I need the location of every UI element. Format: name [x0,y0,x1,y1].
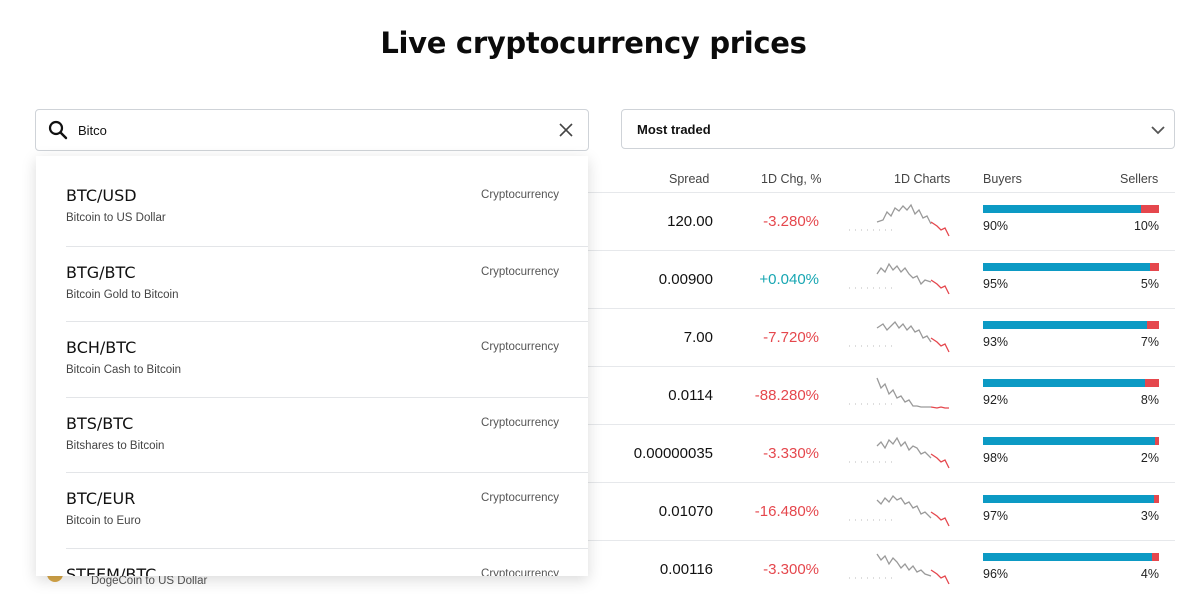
suggestion-type: Cryptocurrency [481,189,559,201]
spread-value: 0.00000035 [633,445,713,462]
search-box[interactable] [35,109,589,151]
search-input[interactable] [78,118,538,142]
table-row[interactable]: 0.00116 -3.300% 96% 4% [36,540,1175,595]
change-value: -7.720% [763,329,819,346]
column-header-charts: 1D Charts [894,172,951,186]
table-row[interactable]: 0.00900 +0.040% 95% 5% [36,250,1175,308]
spread-value: 7.00 [683,329,713,346]
sellers-percent: 2% [1140,451,1159,465]
sort-selected-label: Most traded [637,122,711,137]
suggestion-item[interactable]: BTS/BTC Cryptocurrency Bitshares to Bitc… [66,397,588,472]
buyers-fill [983,553,1152,561]
sentiment-bar [983,495,1159,503]
suggestion-type: Cryptocurrency [481,492,559,504]
suggestion-description: Bitcoin Gold to Bitcoin [66,289,179,301]
sentiment-bar [983,553,1159,561]
suggestion-symbol: BTG/BTC [66,263,136,282]
buyers-fill [983,321,1147,329]
sellers-percent: 5% [1140,277,1159,291]
table-row[interactable]: 120.00 -3.280% 90% 10% [36,192,1175,250]
suggestion-symbol: BCH/BTC [66,338,137,357]
table-row[interactable]: 7.00 -7.720% 93% 7% [36,308,1175,366]
change-value: -3.330% [763,445,819,462]
change-value: -16.480% [754,503,819,520]
sellers-percent: 10% [1133,219,1159,233]
buyers-fill [983,263,1151,271]
sentiment-bar [983,321,1159,329]
sellers-percent: 8% [1140,393,1159,407]
sort-select[interactable]: Most traded [621,109,1175,149]
buyers-percent: 95% [983,277,1009,291]
sparkline-chart [849,553,950,585]
sentiment-bar [983,263,1159,271]
spread-value: 0.00900 [658,271,713,288]
suggestion-symbol: STEEM/BTC [66,565,157,576]
column-header-sellers: Sellers [1120,172,1159,186]
sparkline-chart [849,377,949,409]
change-value: +0.040% [759,271,819,288]
buyers-percent: 97% [983,509,1009,523]
column-header-spread: Spread [669,172,710,186]
table-row[interactable]: 0.00000035 -3.330% 98% 2% [36,424,1175,482]
change-value: -3.300% [763,561,819,578]
change-value: -88.280% [754,387,819,404]
instrument-description: DogeCoin to US Dollar [91,575,208,587]
sparkline-chart [849,320,950,353]
buyers-fill [983,379,1145,387]
suggestion-type: Cryptocurrency [481,417,559,429]
table-row[interactable]: 0.0114 -88.280% 92% 8% [36,366,1175,424]
buyers-fill [983,437,1156,445]
search-icon [48,120,68,140]
change-value: -3.280% [763,213,819,230]
buyers-percent: 98% [983,451,1009,465]
sentiment-bar [983,437,1159,445]
suggestion-symbol: BTC/EUR [66,489,136,508]
column-header-buyers: Buyers [983,172,1022,186]
suggestion-symbol: BTC/USD [66,186,137,205]
page-title: Live cryptocurrency prices [380,26,807,60]
suggestion-type: Cryptocurrency [481,341,559,353]
spread-value: 0.01070 [658,503,713,520]
sparkline-chart [849,494,950,527]
spread-value: 0.00116 [659,561,713,578]
search-suggestions-dropdown: BTC/USD Cryptocurrency Bitcoin to US Dol… [36,156,588,576]
spread-value: 0.0114 [668,387,713,404]
buyers-percent: 93% [983,335,1009,349]
spread-value: 120.00 [667,213,713,230]
sellers-percent: 7% [1140,335,1159,349]
suggestion-description: Bitshares to Bitcoin [66,440,165,452]
suggestion-item[interactable]: BTC/EUR Cryptocurrency Bitcoin to Euro [66,472,588,547]
sellers-percent: 4% [1140,567,1159,581]
table-row[interactable]: 0.01070 -16.480% 97% 3% [36,482,1175,540]
close-icon[interactable] [558,122,574,138]
sellers-percent: 3% [1140,509,1159,523]
chevron-down-icon [1151,126,1165,135]
suggestion-type: Cryptocurrency [481,266,559,278]
suggestion-description: Bitcoin Cash to Bitcoin [66,364,182,376]
sentiment-bar [983,205,1159,213]
sentiment-bar [983,379,1159,387]
suggestion-item[interactable]: BTG/BTC Cryptocurrency Bitcoin Gold to B… [66,246,588,321]
suggestion-item[interactable]: BCH/BTC Cryptocurrency Bitcoin Cash to B… [66,321,588,396]
suggestion-symbol: BTS/BTC [66,414,134,433]
sparkline-chart [849,436,950,469]
buyers-fill [983,205,1142,213]
suggestion-description: Bitcoin to US Dollar [66,212,166,224]
buyers-percent: 96% [983,567,1009,581]
column-header-change: 1D Chg, % [761,172,822,186]
sparkline-chart [849,262,950,295]
buyers-percent: 90% [983,219,1009,233]
sparkline-chart [849,203,950,237]
suggestion-description: Bitcoin to Euro [66,515,141,527]
suggestion-type: Cryptocurrency [481,568,559,576]
suggestion-item[interactable]: STEEM/BTC Cryptocurrency [66,548,588,576]
buyers-percent: 92% [983,393,1009,407]
buyers-fill [983,495,1154,503]
suggestion-item[interactable]: BTC/USD Cryptocurrency Bitcoin to US Dol… [66,156,588,231]
